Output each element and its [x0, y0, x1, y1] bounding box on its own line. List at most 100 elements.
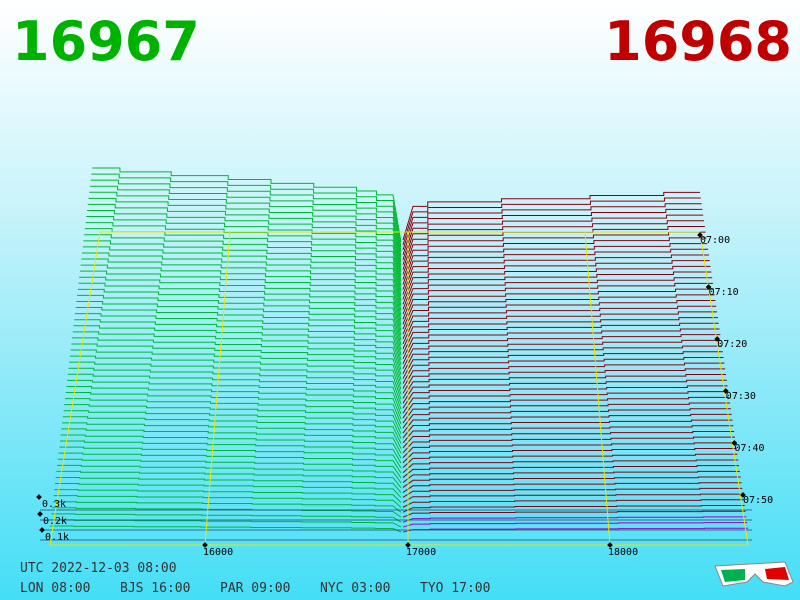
bid-depth-line	[57, 464, 402, 484]
clock: BJS 16:00	[120, 581, 190, 596]
ask-depth-line	[402, 510, 746, 518]
ask-depth-line	[402, 260, 710, 300]
ask-depth-line	[402, 243, 708, 285]
bid-depth-line	[74, 319, 402, 366]
time-label: 07:30	[726, 391, 756, 402]
ask-depth-line	[402, 351, 723, 379]
clock: TYO 17:00	[420, 581, 490, 596]
bid-depth-line	[64, 398, 402, 429]
ask-depth-line	[402, 248, 709, 290]
bid-depth-line	[89, 191, 402, 262]
tick-mark	[405, 542, 411, 548]
bid-depth-line	[67, 379, 402, 415]
ask-depth-line	[402, 385, 728, 409]
ask-depth-line	[402, 391, 729, 414]
ask-depth-line	[402, 237, 707, 280]
bid-depth-line	[74, 313, 402, 361]
ask-depth-line	[402, 476, 741, 488]
ask-depth-line	[402, 288, 714, 325]
ask-price: 16968	[604, 10, 792, 73]
price-label: 18000	[608, 547, 638, 558]
bid-depth-line	[63, 410, 402, 439]
ask-depth-line	[402, 430, 735, 449]
ask-depth-line	[402, 203, 702, 251]
bid-depth-line	[54, 489, 402, 503]
bid-depth-line	[76, 300, 402, 351]
time-label: 07:10	[709, 287, 739, 298]
bid-depth-line	[65, 392, 402, 425]
bid-depth-line	[52, 501, 402, 513]
bid-depth-line	[81, 258, 402, 316]
bid-depth-line	[79, 270, 402, 326]
world-clocks: LON 08:00 BJS 16:00 PAR 09:00 NYC 03:00 TYO …	[20, 581, 490, 596]
ask-depth-line	[402, 220, 705, 265]
utc-time: UTC 2022-12-03 08:00	[20, 561, 177, 576]
3d-glasses-icon[interactable]	[714, 561, 794, 587]
ask-depth-line	[402, 231, 706, 275]
bid-depth-line	[77, 294, 402, 346]
ask-depth-line	[402, 516, 747, 523]
bid-depth-line	[53, 495, 402, 508]
ask-depth-line	[402, 425, 734, 444]
bid-depth-line	[54, 483, 402, 498]
ask-depth-line	[402, 505, 745, 513]
tick-mark	[39, 527, 45, 533]
bid-depth-line	[50, 525, 402, 533]
tick-mark	[202, 542, 208, 548]
tick-mark	[731, 440, 738, 446]
ask-depth-line	[402, 191, 700, 241]
ask-depth-line	[402, 436, 735, 454]
bid-depth-line	[62, 422, 402, 449]
bid-depth-line	[70, 349, 402, 390]
time-label: 07:50	[743, 495, 773, 506]
ask-depth-line	[402, 305, 717, 340]
bid-depth-line	[66, 385, 402, 420]
ask-depth-line	[402, 482, 742, 493]
bid-depth-line	[87, 203, 402, 272]
ask-depth-line	[402, 317, 718, 350]
bid-depth-line	[61, 428, 402, 454]
bid-depth-line	[69, 355, 402, 395]
bid-depth-line	[83, 240, 402, 302]
ask-depth-line	[402, 254, 709, 295]
ask-depth-line	[402, 197, 701, 246]
bid-price: 16967	[12, 10, 200, 73]
ask-depth-line	[402, 356, 724, 384]
ask-depth-line	[402, 214, 704, 260]
ask-depth-line	[402, 368, 726, 394]
clock: LON 08:00	[20, 581, 90, 596]
bid-depth-line	[92, 167, 402, 243]
bid-depth-line	[59, 446, 402, 469]
ask-depth-line	[402, 328, 720, 359]
bid-depth-line	[51, 513, 402, 523]
ask-depth-line	[402, 396, 730, 419]
bid-depth-line	[90, 179, 402, 252]
ask-depth-line	[402, 459, 739, 473]
bid-depth-line	[75, 307, 402, 356]
price-label: 17000	[406, 547, 436, 558]
bid-depth-line	[59, 440, 402, 464]
bid-depth-line	[84, 234, 402, 297]
tick-mark	[714, 336, 721, 342]
time-label: 07:00	[700, 235, 730, 246]
ask-depth-line	[402, 271, 712, 310]
depth-label: 0.2k	[43, 516, 67, 527]
bid-depth-line	[58, 452, 402, 474]
ask-depth-line	[402, 402, 731, 424]
clock: PAR 09:00	[220, 581, 290, 596]
bid-depth-line	[91, 173, 402, 247]
bid-depth-line	[55, 476, 402, 494]
tick-mark	[722, 388, 729, 394]
tick-mark	[697, 232, 703, 238]
axis-labels: 0.1k 0.2k 0.3k 16000 17000 18000 07:00 07:10 07:…	[36, 232, 773, 558]
bid-depth-line	[82, 252, 402, 311]
ask-depth-line	[402, 282, 714, 320]
bid-depth-line	[82, 246, 402, 307]
ask-depth-line	[402, 413, 732, 434]
depth-label: 0.3k	[42, 499, 66, 510]
tick-mark	[37, 511, 43, 517]
bid-depth-line	[78, 282, 402, 336]
ask-depth-line	[402, 294, 715, 330]
ask-depth-line	[402, 322, 719, 355]
